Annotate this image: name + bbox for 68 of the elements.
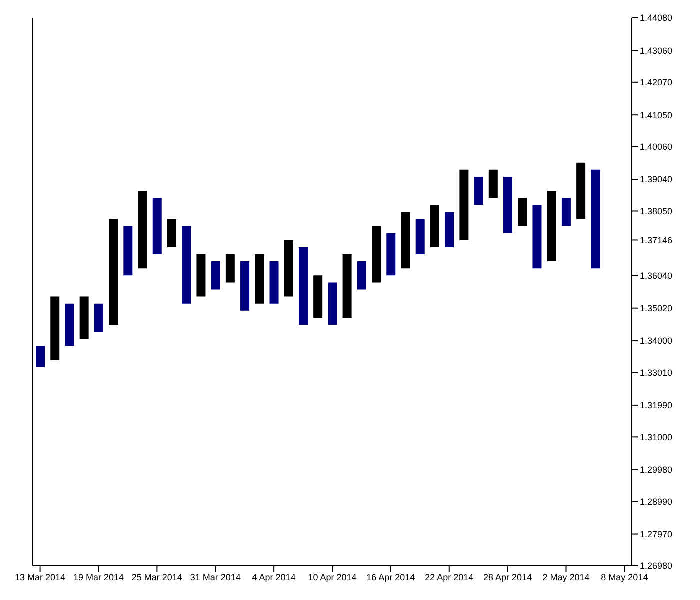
bar [182,226,192,304]
x-tick-label: 31 Mar 2014 [190,572,241,582]
bar [94,304,104,332]
bar [372,226,382,283]
y-tick-label: 1.36040 [640,270,673,281]
bar [211,262,220,290]
bar [226,254,235,283]
bar [401,212,410,269]
y-tick-label: 1.35020 [640,304,673,314]
bar [314,276,323,318]
x-tick-label: 13 Mar 2014 [15,572,66,582]
bar [167,219,176,248]
x-tick-label: 2 May 2014 [542,572,590,582]
y-tick-label: 1.33010 [640,368,673,378]
y-tick-label: 1.42070 [640,78,673,88]
bar [298,247,308,326]
y-tick-label: 1.31000 [640,432,673,442]
bar [591,170,600,269]
y-tick-label: 1.34000 [640,336,673,346]
y-tick-label: 1.39040 [640,174,673,185]
x-tick-label: 28 Apr 2014 [484,572,532,582]
bar [342,254,352,318]
y-tick-label: 1.40060 [640,142,673,152]
bar [504,176,513,234]
bar [416,219,425,255]
bar [430,205,440,248]
y-tick-label: 1.31990 [640,400,673,411]
y-tick-label: 1.26980 [640,561,673,572]
x-tick-label: 10 Apr 2014 [308,572,357,582]
bar [445,212,454,248]
bar [255,254,264,304]
bar [562,198,571,226]
y-tick-label: 1.43060 [640,46,673,56]
y-tick-label: 1.27970 [640,529,673,540]
y-tick-label: 1.29980 [640,465,673,476]
y-tick-label: 1.44080 [640,13,673,24]
x-tick-label: 19 Mar 2014 [73,572,124,582]
bar [65,304,74,346]
bar [138,191,148,269]
bar [50,296,60,360]
bar [152,198,162,255]
bar [547,191,556,262]
bar [270,262,279,304]
y-tick-label: 1.38050 [640,206,673,216]
bar [240,262,250,311]
bar [386,233,396,276]
x-tick-label: 8 May 2014 [601,572,648,582]
bar [328,282,338,326]
x-tick-label: 25 Mar 2014 [132,572,182,582]
bar [36,346,45,368]
y-tick-label: 1.37146 [640,235,673,246]
bar [460,170,469,240]
bar [109,219,118,326]
bar [576,162,586,220]
bar [488,170,498,198]
bar [518,198,528,226]
bar [124,226,133,276]
x-tick-label: 4 Apr 2014 [252,572,296,582]
bar [284,240,294,297]
bar [196,254,206,297]
bar [532,205,542,269]
bar [474,176,484,206]
y-tick-label: 1.28990 [640,496,673,507]
x-tick-label: 22 Apr 2014 [425,572,474,582]
x-tick-label: 16 Apr 2014 [366,572,416,582]
bar [80,296,89,340]
bar [357,262,366,290]
y-tick-label: 1.41050 [640,110,673,120]
